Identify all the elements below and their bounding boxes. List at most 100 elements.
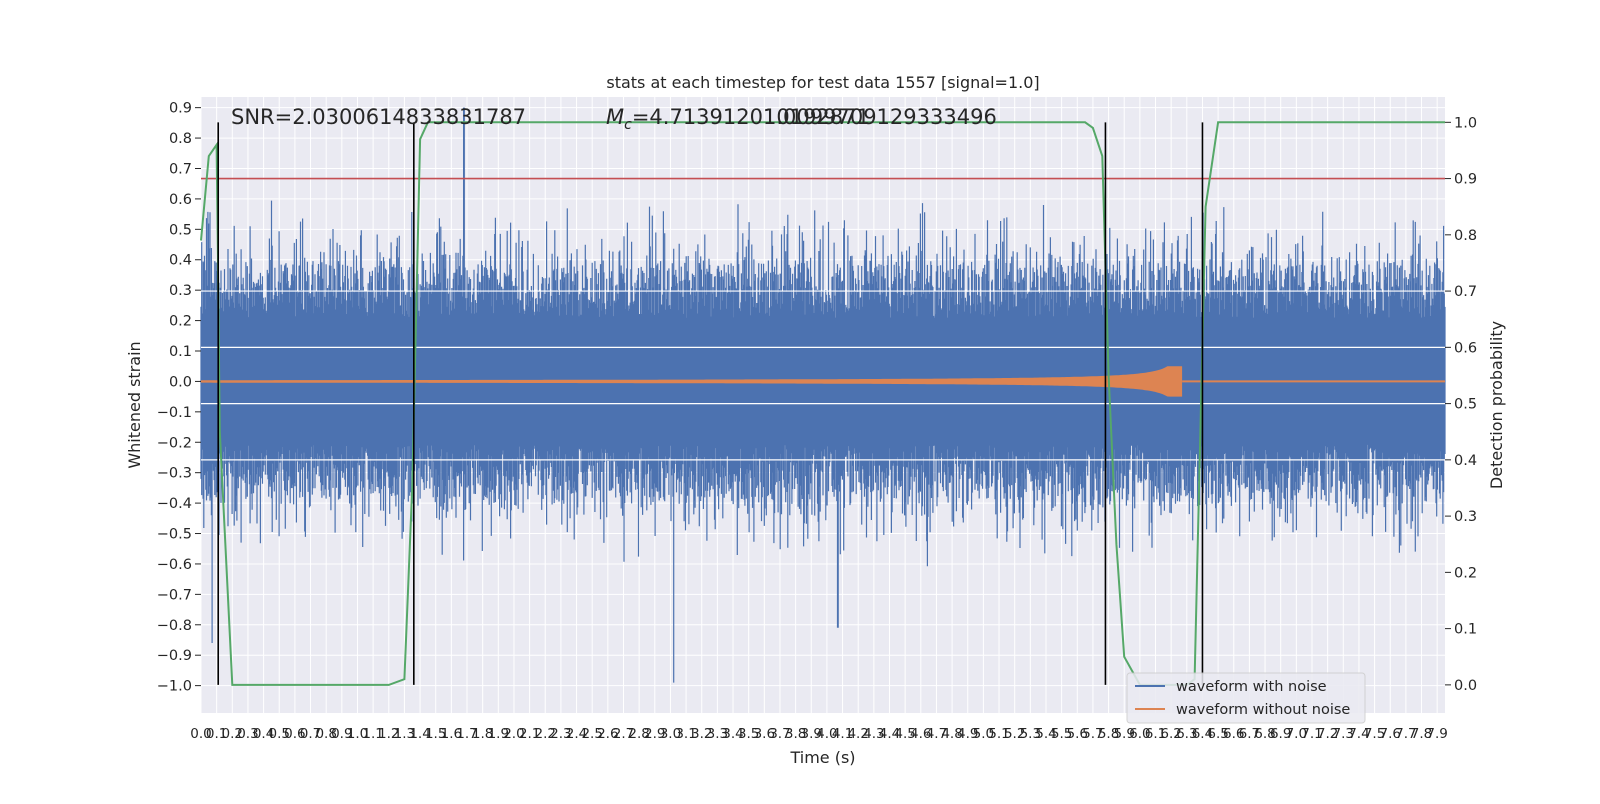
y-tick-label: −0.3: [157, 466, 192, 482]
x-tick-label: 2.1: [519, 726, 540, 742]
x-tick-label: 3.7: [769, 726, 790, 742]
x-tick-label: 6.9: [1270, 726, 1291, 742]
x-tick-label: 5.0: [973, 726, 994, 742]
x-tick-label: 2.2: [535, 726, 556, 742]
x-tick-label: 7.4: [1348, 726, 1369, 742]
x-tick-label: 1.7: [456, 726, 477, 742]
y-tick-label: 0.8: [169, 131, 192, 147]
y-tick-label: −0.6: [157, 557, 192, 573]
x-ticks: 0.00.10.20.30.40.50.60.70.80.91.01.11.21…: [190, 726, 1448, 742]
x-tick-label: 4.5: [894, 726, 915, 742]
x-tick-label: 1.2: [378, 726, 399, 742]
x-tick-label: 0.3: [237, 726, 258, 742]
x-tick-label: 6.1: [1145, 726, 1166, 742]
vertical-lines: [217, 122, 1204, 685]
x-tick-label: 3.2: [691, 726, 712, 742]
y-tick-label: 0.2: [169, 314, 192, 330]
y-tick-label: −0.4: [157, 496, 192, 512]
y-tick-label: 0.4: [169, 253, 192, 269]
x-tick-label: 3.8: [785, 726, 806, 742]
y-ticks-left: −1.0 −0.9 −0.8 −0.7 −0.6 −0.5 −0.4 −0.3 −0.2 −0.1…: [157, 101, 201, 695]
y-tick-label: 0.5: [169, 222, 192, 238]
x-tick-label: 0.9: [331, 726, 352, 742]
y-tick-label: −0.2: [157, 435, 192, 451]
chirp-mass-annotation: Mc=4.713912010192871: [606, 105, 870, 133]
x-tick-label: 5.9: [1113, 726, 1134, 742]
x-tick-label: 4.1: [832, 726, 853, 742]
x-tick-label: 6.4: [1192, 726, 1213, 742]
y-axis-label: Whitened strain: [125, 341, 144, 468]
y-right-tick-label: 1.0: [1454, 115, 1477, 131]
x-axis-label: Time (s): [789, 748, 855, 767]
x-tick-label: 6.0: [1129, 726, 1150, 742]
x-tick-label: 2.5: [581, 726, 602, 742]
x-tick-label: 2.3: [550, 726, 571, 742]
y-tick-label: −1.0: [157, 679, 192, 695]
y-axis-right-label: Detection probability: [1487, 321, 1506, 489]
y-right-tick-label: 0.2: [1454, 565, 1477, 581]
x-tick-label: 5.1: [988, 726, 1009, 742]
x-tick-label: 5.6: [1067, 726, 1088, 742]
y-tick-label: −0.9: [157, 648, 192, 664]
x-tick-label: 2.9: [644, 726, 665, 742]
x-tick-label: 7.6: [1379, 726, 1400, 742]
legend-label-clean: waveform without noise: [1176, 702, 1350, 718]
x-tick-label: 3.3: [707, 726, 728, 742]
x-tick-label: 7.9: [1426, 726, 1447, 742]
x-tick-label: 1.1: [362, 726, 383, 742]
x-tick-label: 4.2: [847, 726, 868, 742]
x-tick-label: 5.4: [1035, 726, 1056, 742]
x-tick-label: 6.3: [1176, 726, 1197, 742]
x-tick-label: 0.4: [253, 726, 274, 742]
y-tick-label: 0.6: [169, 192, 192, 208]
y-right-tick-label: 0.9: [1454, 172, 1477, 188]
x-tick-label: 1.8: [472, 726, 493, 742]
x-tick-label: 5.3: [1020, 726, 1041, 742]
x-tick-label: 4.6: [910, 726, 931, 742]
y-tick-label: −0.8: [157, 618, 192, 634]
x-tick-label: 4.3: [863, 726, 884, 742]
x-tick-label: 6.2: [1160, 726, 1181, 742]
x-tick-label: 0.6: [284, 726, 305, 742]
y-right-tick-label: 0.8: [1454, 228, 1477, 244]
x-tick-label: 5.7: [1082, 726, 1103, 742]
legend: waveform with noise waveform without noi…: [1126, 672, 1366, 724]
x-tick-label: 1.6: [441, 726, 462, 742]
x-tick-label: 0.1: [206, 726, 227, 742]
x-tick-label: 4.0: [816, 726, 837, 742]
snr-annotation: SNR=2.0300614833831787: [231, 105, 526, 129]
x-tick-label: 3.5: [738, 726, 759, 742]
chart-title: stats at each timestep for test data 155…: [606, 73, 1039, 92]
x-tick-label: 7.8: [1411, 726, 1432, 742]
y-tick-label: 0.3: [169, 283, 192, 299]
x-tick-label: 7.2: [1317, 726, 1338, 742]
x-tick-label: 3.1: [675, 726, 696, 742]
y-right-tick-label: 0.6: [1454, 340, 1477, 356]
y-right-tick-label: 0.3: [1454, 509, 1477, 525]
x-tick-label: 0.2: [222, 726, 243, 742]
y-right-tick-label: 0.5: [1454, 397, 1477, 413]
x-tick-label: 7.0: [1286, 726, 1307, 742]
extra-annotation: 1.0099709129333496: [763, 105, 997, 129]
horizontal-white-lines: [201, 290, 1445, 461]
x-tick-label: 7.3: [1333, 726, 1354, 742]
x-tick-label: 4.9: [957, 726, 978, 742]
y-tick-label: −0.1: [157, 405, 192, 421]
x-tick-label: 2.4: [566, 726, 587, 742]
y-tick-label: −0.7: [157, 587, 192, 603]
y-tick-label: 0.7: [169, 161, 192, 177]
x-tick-label: 2.0: [503, 726, 524, 742]
x-tick-label: 5.8: [1098, 726, 1119, 742]
x-tick-label: 1.9: [488, 726, 509, 742]
x-tick-label: 3.9: [801, 726, 822, 742]
x-tick-label: 7.5: [1364, 726, 1385, 742]
x-tick-label: 4.4: [879, 726, 900, 742]
x-tick-label: 1.0: [347, 726, 368, 742]
x-tick-label: 4.8: [941, 726, 962, 742]
x-tick-label: 2.6: [597, 726, 618, 742]
y-right-tick-label: 0.7: [1454, 284, 1477, 300]
legend-label-noise: waveform with noise: [1176, 679, 1327, 695]
y-right-tick-label: 0.4: [1454, 453, 1477, 469]
y-right-tick-label: 0.1: [1454, 622, 1477, 638]
